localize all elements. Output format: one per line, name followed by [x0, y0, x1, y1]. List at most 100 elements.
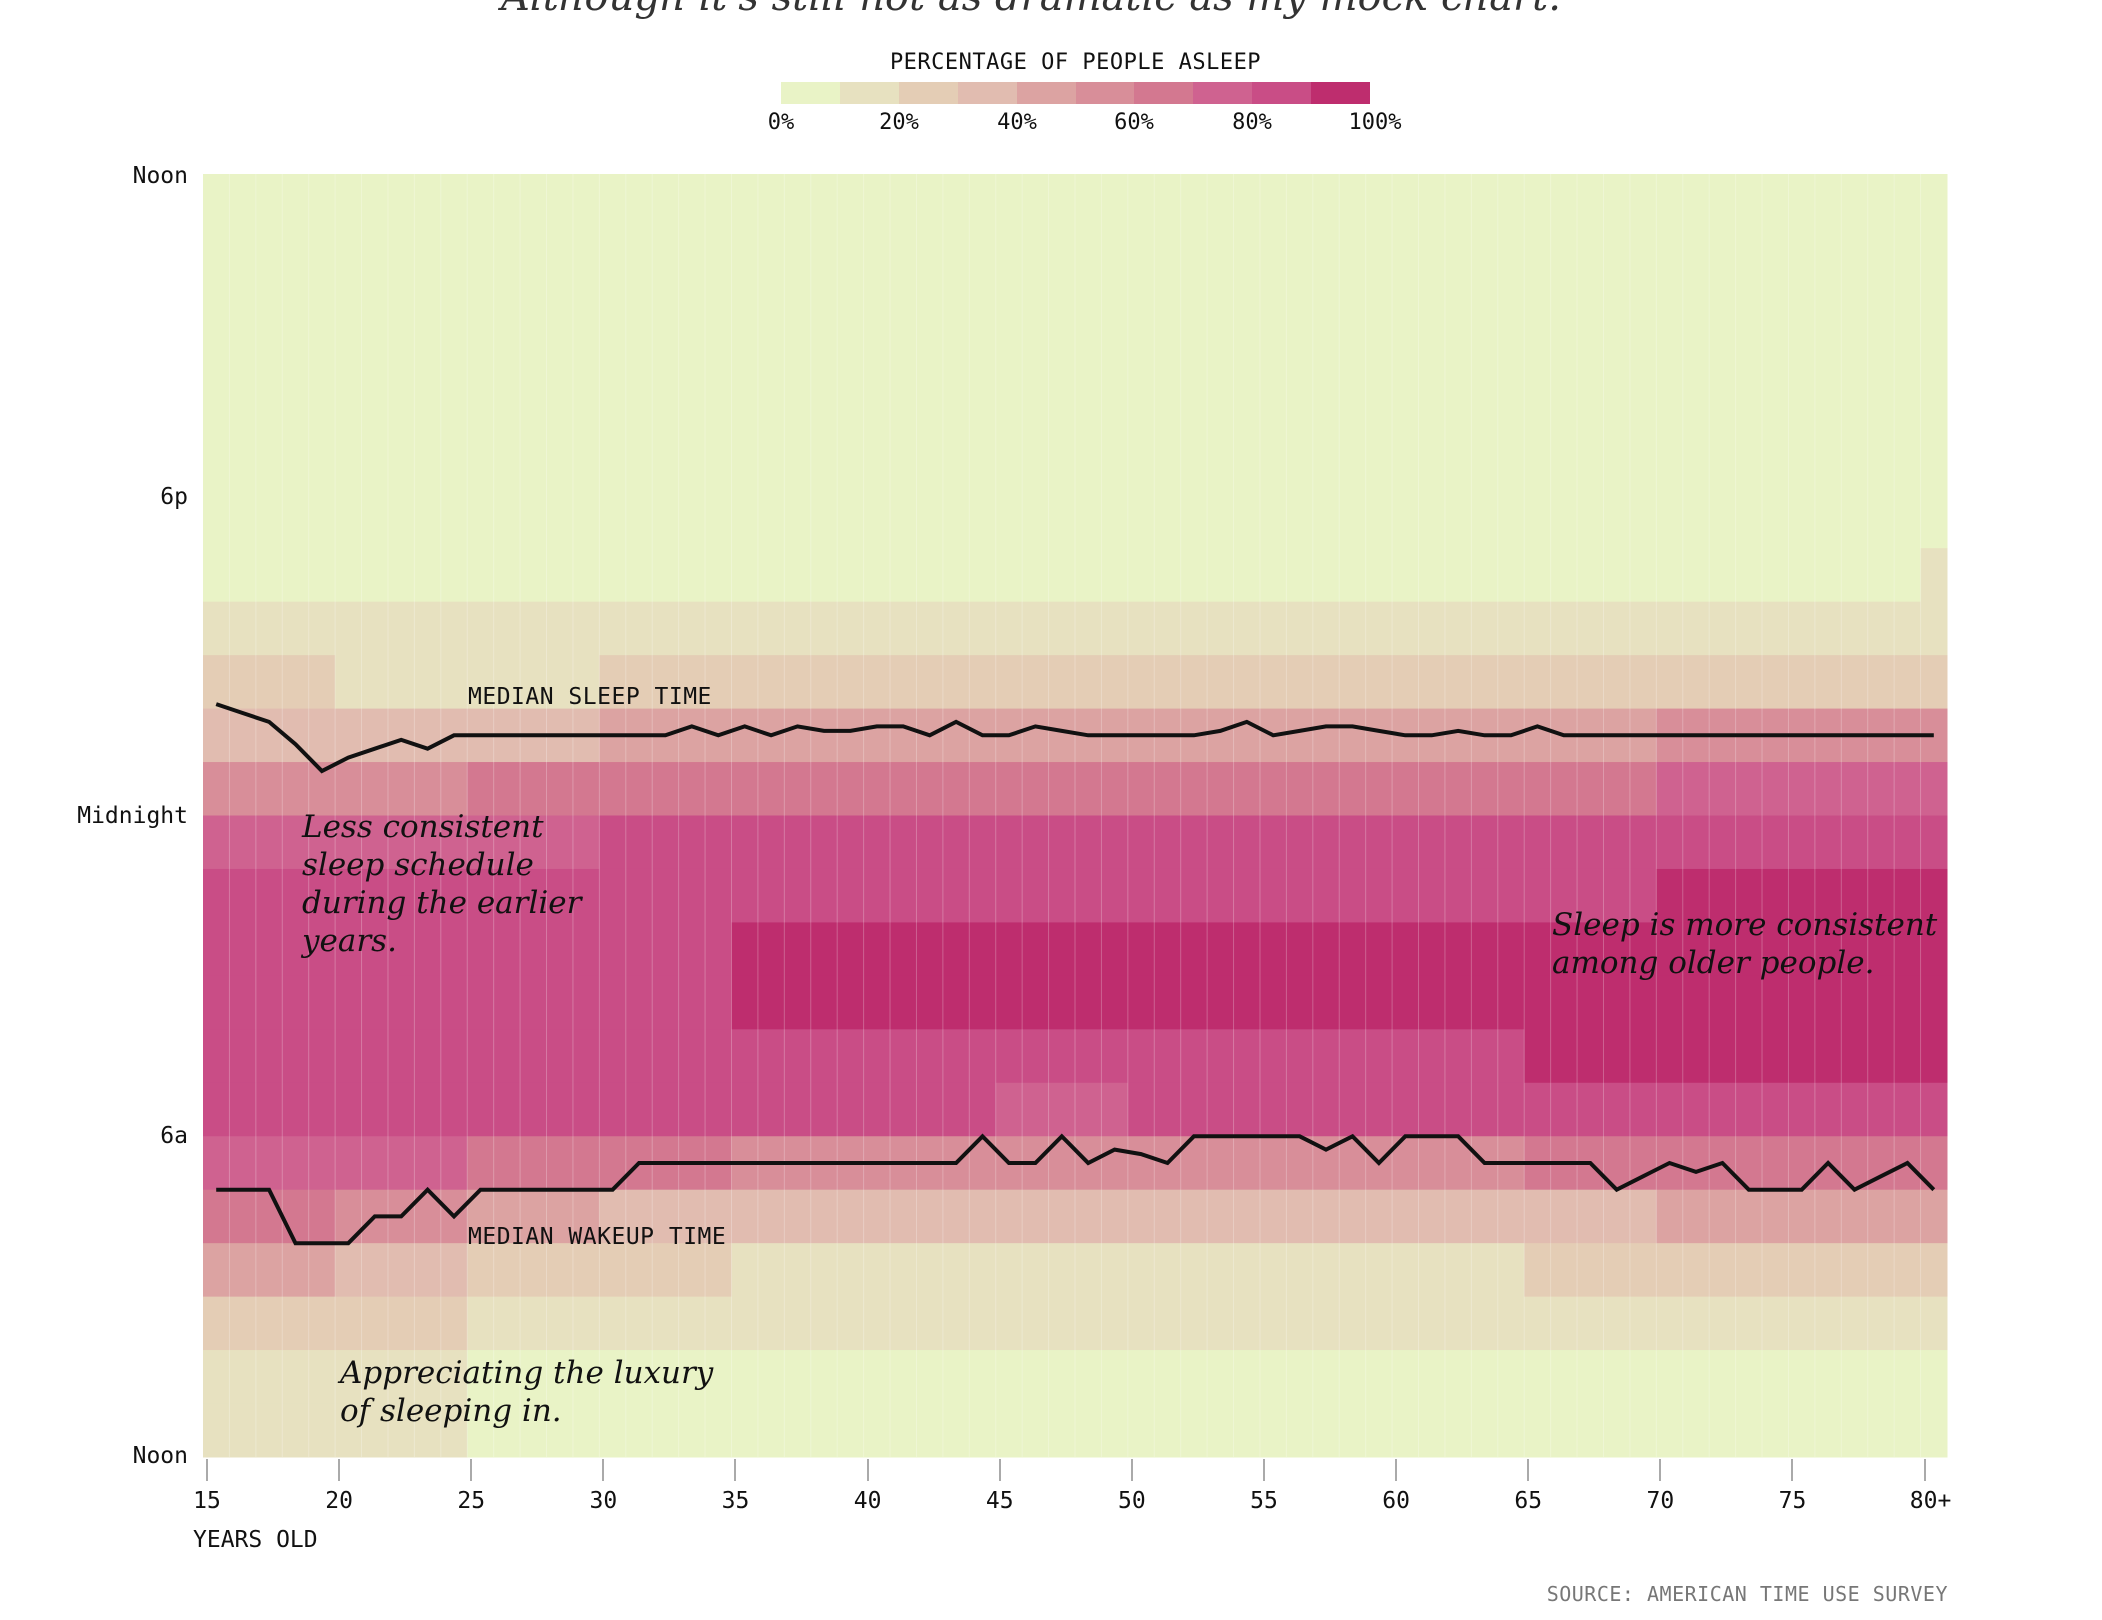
heatmap-cell [890, 1403, 917, 1458]
heatmap-cell [784, 1082, 812, 1137]
heatmap-cell [1127, 762, 1155, 816]
heatmap-cell [1207, 762, 1235, 816]
heatmap-cell [1444, 548, 1472, 603]
heatmap-cell [1339, 334, 1367, 389]
heatmap-cell [282, 334, 310, 389]
heatmap-cell [1603, 815, 1631, 870]
heatmap-cell [1127, 1029, 1155, 1084]
heatmap-cell [1735, 494, 1763, 549]
heatmap-cell [229, 922, 257, 977]
heatmap-cell [282, 922, 310, 977]
heatmap-cell [1841, 548, 1869, 603]
heatmap-cell [1867, 655, 1895, 710]
heatmap-cell [1259, 975, 1287, 1030]
heatmap-cell [1682, 922, 1710, 977]
heatmap-cell [890, 1189, 917, 1244]
heatmap-cell [414, 1029, 442, 1084]
heatmap-cell [1603, 334, 1631, 389]
heatmap-cell [1312, 1082, 1340, 1137]
heatmap-cell [942, 441, 970, 496]
heatmap-cell [652, 174, 680, 228]
heatmap-cell [493, 1403, 521, 1458]
heatmap-cell [1656, 815, 1684, 870]
heatmap-cell [1867, 815, 1895, 870]
heatmap-cell [678, 1243, 706, 1298]
heatmap-cell [1471, 1189, 1499, 1244]
heatmap-cell [282, 1243, 310, 1298]
heatmap-cell [335, 494, 363, 549]
heatmap-cell [1629, 922, 1657, 977]
heatmap-cell [1894, 1243, 1922, 1298]
heatmap-cell [837, 922, 865, 977]
heatmap-cell [995, 387, 1023, 442]
heatmap-cell [1735, 1189, 1763, 1244]
heatmap-cell [255, 1350, 283, 1405]
heatmap-cell [1233, 1243, 1261, 1298]
heatmap-cell [520, 762, 548, 816]
heatmap-cell [1841, 227, 1869, 282]
heatmap-cell [440, 441, 468, 496]
heatmap-cell [493, 334, 521, 389]
heatmap-cell [1550, 1189, 1578, 1244]
heatmap-cell [255, 1296, 283, 1351]
heatmap-cell [1524, 601, 1552, 656]
heatmap-cell [599, 1189, 627, 1244]
heatmap-cell [705, 387, 732, 442]
heatmap-cell [520, 227, 548, 282]
heatmap-cell [493, 1029, 521, 1084]
heatmap-cell [1603, 1029, 1631, 1084]
heatmap-cell [1392, 1243, 1420, 1298]
heatmap-cell [1603, 494, 1631, 549]
heatmap-cell [1312, 494, 1340, 549]
heatmap-cell [1180, 1243, 1208, 1298]
heatmap-cell [1629, 975, 1657, 1030]
heatmap-cell [1154, 548, 1182, 603]
heatmap-cell [1603, 601, 1631, 656]
heatmap-cell [520, 1350, 548, 1405]
heatmap-cell [1471, 1243, 1499, 1298]
heatmap-cell [969, 1350, 997, 1405]
heatmap-cell [942, 174, 970, 228]
heatmap-cell [1894, 762, 1922, 816]
heatmap-cell [1603, 227, 1631, 282]
heatmap-cell [1075, 334, 1102, 389]
heatmap-cell [467, 334, 495, 389]
heatmap-cell [625, 975, 653, 1030]
x-tick [1395, 1459, 1398, 1481]
heatmap-cell [731, 922, 759, 977]
heatmap-cell [678, 762, 706, 816]
heatmap-cell [203, 1296, 230, 1351]
heatmap-cell [1207, 655, 1235, 710]
heatmap-cell [1418, 1029, 1446, 1084]
heatmap-cell [387, 1350, 415, 1405]
heatmap-cell [572, 280, 600, 335]
heatmap-cell [1788, 1243, 1816, 1298]
legend-swatch [781, 82, 840, 104]
heatmap-cell [995, 655, 1023, 710]
heatmap-cell [1894, 441, 1922, 496]
heatmap-cell [1735, 815, 1763, 870]
heatmap-cell [890, 708, 917, 763]
heatmap-cell [572, 387, 600, 442]
heatmap-cell [546, 762, 574, 816]
heatmap-cell [1286, 922, 1314, 977]
heatmap-cell [282, 548, 310, 603]
heatmap-cell [546, 1243, 574, 1298]
heatmap-cell [308, 868, 336, 923]
heatmap-cell [1444, 1029, 1472, 1084]
heatmap-cell [1603, 441, 1631, 496]
heatmap-cell [705, 975, 732, 1030]
heatmap-cell [1207, 1136, 1235, 1191]
heatmap-cell [810, 762, 838, 816]
heatmap-cell [1471, 1296, 1499, 1351]
heatmap-cell [863, 1296, 891, 1351]
heatmap-cell [1841, 280, 1869, 335]
heatmap-cell [995, 1082, 1023, 1137]
heatmap-cell [731, 227, 759, 282]
heatmap-cell [1497, 280, 1525, 335]
heatmap-cell [916, 1029, 944, 1084]
heatmap-cell [308, 1029, 336, 1084]
x-tick [866, 1459, 869, 1481]
heatmap-cell [1259, 1189, 1287, 1244]
heatmap-cell [1312, 868, 1340, 923]
